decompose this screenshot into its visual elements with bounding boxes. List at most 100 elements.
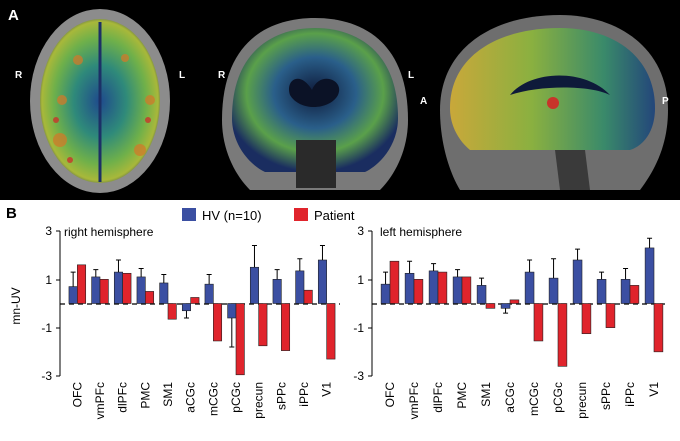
bars <box>380 237 664 367</box>
error-bar-hv-ippc <box>297 258 303 271</box>
chart-title: left hemisphere <box>380 225 462 239</box>
error-bar-hv-pcgc <box>551 258 557 279</box>
chart-title: right hemisphere <box>64 225 154 239</box>
error-bar-hv-sppc <box>599 271 605 280</box>
category-label-v1: V1 <box>647 382 661 397</box>
bar-patient-sppc <box>281 303 291 351</box>
sagittal-orient-right: P <box>662 96 669 107</box>
category-label-vmpfc: vmPFc <box>93 382 107 419</box>
bar-hv-pcgc <box>227 303 237 319</box>
bars <box>68 245 336 376</box>
bar-hv-pcgc <box>548 277 559 304</box>
bar-patient-pcgc <box>235 303 245 376</box>
category-label-acgc: aCGc <box>184 382 198 413</box>
axial-orient-right: L <box>179 70 185 81</box>
panel-b-charts: B HV (n=10) Patient mn-UV right hemisphe… <box>0 200 680 436</box>
category-labels: OFC vmPFc dlPFc PMC SM1 aCGc mCGc pCGc precun sPP… <box>70 382 333 420</box>
bar-hv-ippc <box>620 279 631 304</box>
bar-hv-ofc <box>380 283 391 304</box>
bar-hv-sm1 <box>476 285 487 304</box>
bar-patient-mcgc <box>533 303 544 342</box>
bar-hv-precun <box>572 259 583 304</box>
y-tick-label: 3 <box>357 224 364 238</box>
category-label-pcgc: pCGc <box>229 382 243 413</box>
bar-patient-pmc <box>145 291 155 304</box>
ventricles <box>289 78 340 108</box>
bar-hv-ippc <box>295 270 305 304</box>
bar-hv-pmc <box>452 276 463 304</box>
category-label-pmc: PMC <box>138 382 152 409</box>
error-bar-hv-dlpfc <box>115 259 121 273</box>
bar-hv-sm1 <box>159 282 169 304</box>
error-bar-hv-acgc <box>183 310 189 319</box>
bar-hv-v1 <box>317 259 327 304</box>
error-bar-hv-acgc <box>503 308 509 314</box>
legend-hv-label: HV (n=10) <box>202 208 262 223</box>
bar-patient-sppc <box>605 303 616 328</box>
category-label-precun: precun <box>575 382 589 419</box>
bar-patient-acgc <box>509 299 520 304</box>
category-label-dlpfc: dlPFc <box>431 382 445 413</box>
error-bar-hv-ofc <box>70 271 76 287</box>
coronal-view <box>222 18 408 190</box>
error-bar-hv-precun <box>575 248 581 260</box>
y-tick-label: -1 <box>353 321 364 335</box>
bar-patient-sm1 <box>167 303 177 320</box>
legend-hv-swatch <box>182 208 196 221</box>
bar-patient-ofc <box>77 264 87 304</box>
category-label-sm1: SM1 <box>479 382 493 407</box>
y-tick-label: -3 <box>353 369 364 383</box>
legend-patient-label: Patient <box>314 208 355 223</box>
panel-a-brain-images: A R L R L A P <box>0 0 680 200</box>
bar-hv-vmpfc <box>91 276 101 304</box>
error-bar-hv-precun <box>251 245 257 268</box>
bar-hv-mcgc <box>524 271 535 304</box>
bar-patient-vmpfc <box>413 279 424 304</box>
bar-patient-precun <box>258 303 268 347</box>
error-bar-hv-v1 <box>319 245 325 260</box>
bar-hv-dlpfc <box>428 270 439 304</box>
bar-patient-pcgc <box>557 303 568 367</box>
bar-patient-dlpfc <box>122 272 132 304</box>
bar-patient-ofc <box>389 260 400 304</box>
category-label-sppc: sPPc <box>599 382 613 410</box>
chart-right-hemisphere: right hemisphere 3 1 -1 -3 OFC vmPFc dlPFc… <box>41 224 340 419</box>
bar-patient-acgc <box>190 297 200 304</box>
bar-patient-v1 <box>653 303 664 353</box>
category-label-vmpfc: vmPFc <box>407 382 421 419</box>
bar-patient-pmc <box>461 276 472 304</box>
pet-overlay <box>450 28 655 150</box>
thalamus-hotspot <box>547 97 559 109</box>
panel-a-label: A <box>8 7 19 24</box>
brainstem <box>296 140 336 188</box>
bar-hv-pmc <box>136 276 146 304</box>
category-label-pmc: PMC <box>455 382 469 409</box>
bar-patient-sm1 <box>485 303 496 309</box>
category-label-mcgc: mCGc <box>527 382 541 416</box>
bar-patient-mcgc <box>213 303 223 342</box>
category-label-precun: precun <box>252 382 266 419</box>
y-tick-label: 1 <box>45 273 52 287</box>
y-tick-label: 1 <box>357 273 364 287</box>
bar-hv-dlpfc <box>113 271 123 304</box>
error-bar-hv-sm1 <box>479 277 485 286</box>
error-bar-hv-dlpfc <box>431 263 437 271</box>
y-tick-label: 3 <box>45 224 52 238</box>
y-tick-label: -1 <box>41 321 52 335</box>
category-label-ofc: OFC <box>383 382 397 408</box>
category-label-sppc: sPPc <box>274 382 288 410</box>
bar-patient-precun <box>581 303 592 335</box>
bar-patient-ippc <box>303 289 313 304</box>
error-bar-hv-ofc <box>383 271 389 285</box>
category-label-acgc: aCGc <box>503 382 517 413</box>
bar-hv-precun <box>249 266 259 304</box>
category-label-ofc: OFC <box>70 382 84 408</box>
category-labels: OFC vmPFc dlPFc PMC SM1 aCGc mCGc pCGc precun sPP… <box>383 382 661 420</box>
sagittal-orient-left: A <box>420 96 427 107</box>
legend-patient-swatch <box>294 208 308 221</box>
axial-view <box>30 9 170 193</box>
chart-left-hemisphere: left hemisphere 3 1 -1 -3 OFC vmPFc dlPFc P… <box>353 224 668 419</box>
error-bar-hv-vmpfc <box>407 260 413 274</box>
error-bar-hv-ippc <box>623 267 629 280</box>
y-tick-label: -3 <box>41 369 52 383</box>
